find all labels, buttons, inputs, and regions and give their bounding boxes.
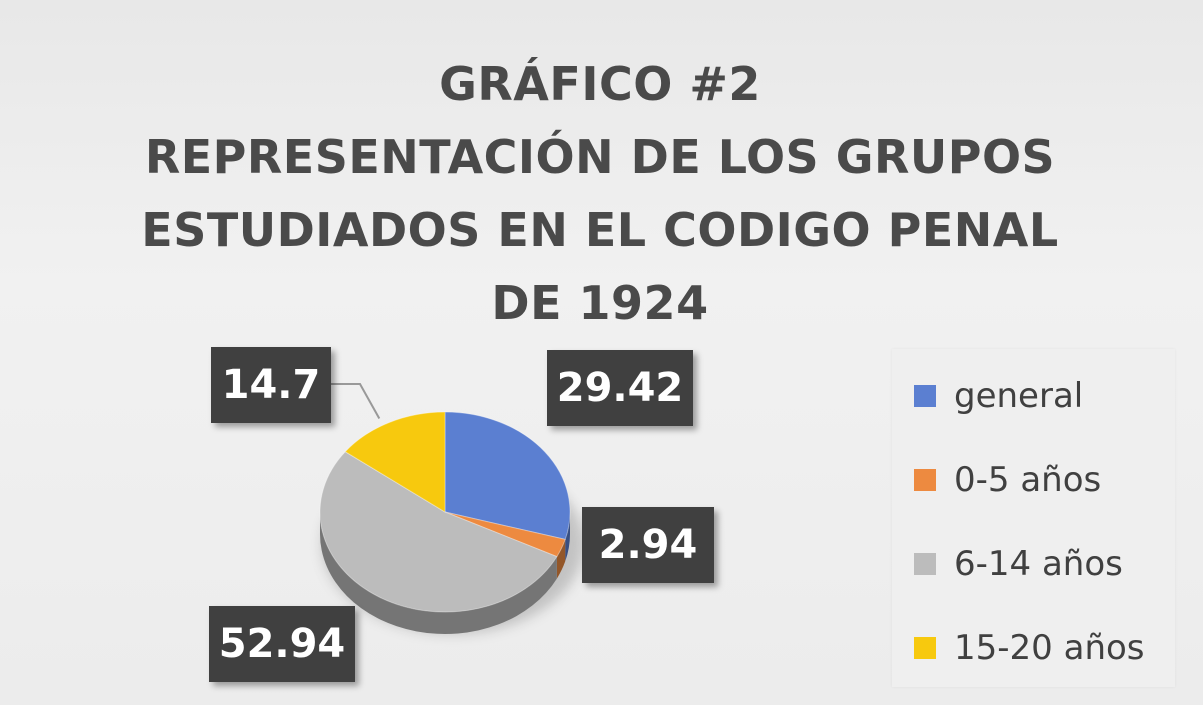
data-label-general: 29.42 [547, 350, 693, 426]
legend-item-6-14: 6-14 años [914, 544, 1123, 584]
chart-title: GRÁFICO #2 REPRESENTACIÓN DE LOS GRUPOS … [100, 48, 1100, 340]
chart-legend: general 0-5 años 6-14 años 15-20 años [892, 349, 1175, 687]
chart-title-line-4: DE 1924 [491, 276, 709, 330]
legend-swatch-0-5 [914, 469, 936, 491]
data-label-6-14: 52.94 [209, 606, 355, 682]
legend-swatch-15-20 [914, 637, 936, 659]
chart-title-line-3: ESTUDIADOS EN EL CODIGO PENAL [141, 203, 1059, 257]
chart-title-line-1: GRÁFICO #2 [439, 57, 761, 111]
chart-title-line-2: REPRESENTACIÓN DE LOS GRUPOS [144, 130, 1056, 184]
legend-item-general: general [914, 376, 1083, 416]
legend-swatch-general [914, 385, 936, 407]
legend-item-0-5: 0-5 años [914, 460, 1101, 500]
legend-label-6-14: 6-14 años [954, 544, 1123, 584]
legend-swatch-6-14 [914, 553, 936, 575]
legend-label-15-20: 15-20 años [954, 628, 1145, 668]
pie-side-6-14 [320, 512, 557, 634]
pie-slice-general [444, 411, 571, 541]
data-label-0-5: 2.94 [582, 507, 714, 583]
pie-slice-6-14 [319, 451, 558, 613]
data-label-15-20: 14.7 [211, 347, 331, 423]
leader-line-15-20 [331, 383, 381, 419]
pie-slice-15-20 [344, 411, 446, 513]
pie-side-0-5 [556, 539, 566, 579]
pie-side-general [565, 512, 570, 562]
legend-label-0-5: 0-5 años [954, 460, 1102, 500]
legend-item-15-20: 15-20 años [914, 628, 1145, 668]
legend-label-general: general [954, 376, 1084, 416]
pie-slice-0-5 [444, 511, 566, 558]
